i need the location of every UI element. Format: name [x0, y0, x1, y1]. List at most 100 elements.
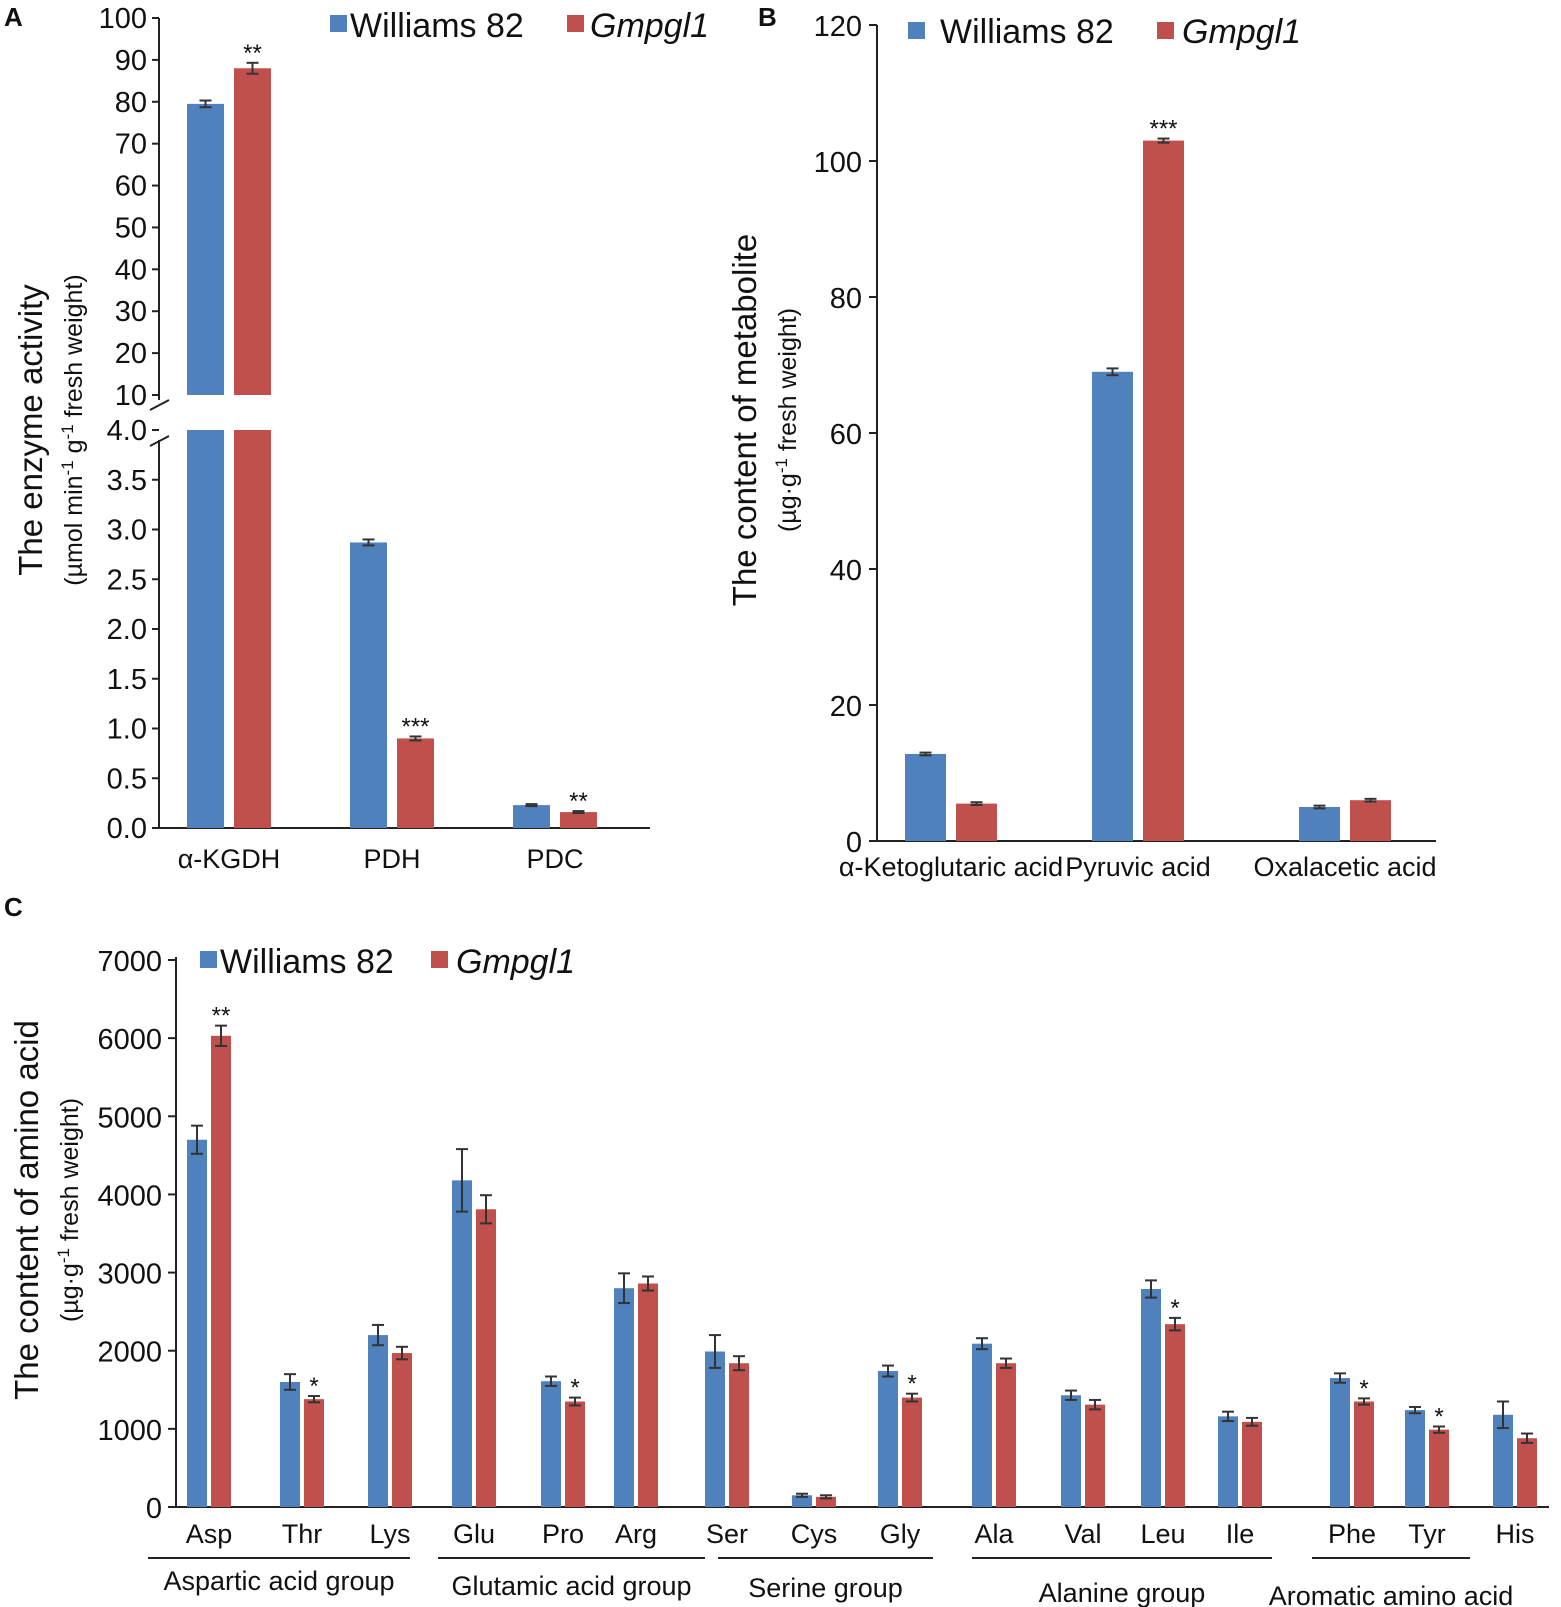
cat-c-val: Val — [1064, 1519, 1101, 1549]
bar-a-kgdh-williams-82-lower — [187, 430, 224, 828]
panel-a-unit-part-2: g — [60, 439, 88, 460]
error-c-phe-gmpgl1 — [1358, 1397, 1370, 1406]
panel-c-tick-label: 3000 — [97, 1259, 162, 1291]
bar-c-ala-gmpgl1 — [996, 1363, 1016, 1507]
error-c-lys-williams-82 — [372, 1323, 384, 1347]
panel-c-unit-part-1: (µg·g — [56, 1263, 84, 1322]
sig-c-leu: * — [1170, 1295, 1179, 1322]
bar-a-pdh-gmpgl1 — [397, 738, 434, 828]
cat-c-ser: Ser — [706, 1519, 748, 1549]
cat-b-pyruvic-acid: Pyruvic acid — [1065, 852, 1211, 882]
error-c-gly-gmpgl1 — [906, 1392, 918, 1403]
panel-b-tick-label: 80 — [830, 283, 862, 315]
error-c-ile-gmpgl1 — [1246, 1416, 1258, 1427]
panel-a-tick-label: 4.0 — [107, 415, 147, 447]
error-c-tyr-williams-82 — [1409, 1405, 1421, 1415]
cat-a-pdh: PDH — [363, 844, 420, 874]
cat-c-tyr: Tyr — [1408, 1519, 1446, 1549]
error-c-gly-williams-82 — [882, 1364, 894, 1378]
bar-c-arg-williams-82 — [614, 1288, 634, 1507]
panel-c-ticks: 0 1000 2000 3000 4000 5000 6000 7000 — [97, 946, 176, 1525]
panel-c-legend-gmpgl1: Gmpgl1 — [456, 943, 575, 981]
bar-c-arg-gmpgl1 — [638, 1283, 658, 1507]
panel-c-unit-part-2: fresh weight) — [56, 1098, 84, 1248]
panel-b-tick-label: 100 — [814, 147, 862, 179]
error-c-cys-gmpgl1 — [820, 1494, 832, 1500]
panel-a-tick-label: 1.0 — [107, 714, 147, 746]
panel-a-legend-williams: Williams 82 — [350, 7, 524, 45]
panel-c-tick-label: 0 — [146, 1493, 162, 1525]
bar-c-ala-williams-82 — [972, 1343, 992, 1507]
panel-c-y-axis-title: The content of amino acid — [8, 1020, 45, 1400]
cat-b-ketoglutaric-acid: α-Ketoglutaric acid — [839, 852, 1063, 882]
bar-c-phe-williams-82 — [1330, 1378, 1350, 1507]
error-c-leu-gmpgl1 — [1169, 1316, 1181, 1332]
bar-a-kgdh-williams-82-upper — [187, 103, 224, 395]
sig-c-asp: ** — [212, 1003, 231, 1030]
error-c-asp-gmpgl1 — [215, 1024, 227, 1047]
bar-a-kgdh-gmpgl1-lower — [234, 430, 271, 828]
panel-a-unit-part-1: (µmol min — [60, 475, 88, 585]
bar-c-ile-gmpgl1 — [1242, 1421, 1262, 1507]
panel-a-bars: ******* — [187, 40, 597, 828]
bar-c-tyr-gmpgl1 — [1429, 1429, 1449, 1507]
panel-b-tick-label: 0 — [846, 827, 862, 859]
panel-a-tick-label: 1.5 — [107, 664, 147, 696]
bar-b-ketoglutaric-acid-williams-82 — [905, 753, 946, 841]
sig-c-gly: * — [907, 1371, 916, 1398]
bar-c-asp-williams-82 — [187, 1139, 207, 1507]
panel-c-bars: *** * **** — [187, 1003, 1537, 1507]
panel-a-legend-swatch-williams — [330, 15, 347, 32]
error-c-his-williams-82 — [1497, 1400, 1509, 1430]
panel-a-y-axis-title: The enzyme activity — [12, 284, 49, 576]
panel-a-legend: Williams 82 Gmpgl1 — [330, 7, 709, 45]
error-c-val-gmpgl1 — [1089, 1398, 1101, 1411]
bar-c-lys-gmpgl1 — [392, 1353, 412, 1507]
bar-a-pdc-gmpgl1 — [560, 812, 597, 828]
error-a-pdh-gmpgl1 — [409, 735, 422, 742]
panel-b-legend: Williams 82 Gmpgl1 — [908, 13, 1301, 51]
error-c-cys-williams-82 — [796, 1492, 808, 1498]
bar-c-thr-gmpgl1 — [304, 1399, 324, 1507]
sig-a-pdc: ** — [569, 788, 588, 815]
error-b-ketoglutaric-acid-gmpgl1 — [970, 801, 983, 806]
panel-a-tick-label: 50 — [115, 212, 147, 244]
bar-b-oxalacetic-acid-gmpgl1 — [1350, 800, 1391, 841]
sig-c-pro: * — [570, 1375, 579, 1402]
cat-c-cys: Cys — [791, 1519, 838, 1549]
cat-c-leu: Leu — [1140, 1519, 1185, 1549]
bar-c-pro-gmpgl1 — [565, 1401, 585, 1507]
panel-c-tick-label: 2000 — [97, 1337, 162, 1369]
cat-a-pdc: PDC — [526, 844, 583, 874]
panel-a-legend-swatch-gmpgl1 — [567, 15, 584, 32]
sig-c-phe: * — [1359, 1375, 1368, 1402]
error-c-ser-gmpgl1 — [733, 1355, 745, 1372]
panel-a-tick-label: 30 — [115, 296, 147, 328]
error-c-ser-williams-82 — [709, 1334, 721, 1369]
sig-a-kgdh: ** — [243, 40, 262, 67]
bar-b-pyruvic-acid-gmpgl1 — [1143, 140, 1184, 842]
panel-b-bars: *** — [905, 116, 1391, 842]
panel-c-group-labels: Aspartic acid group Glutamic acid group Se… — [148, 1557, 1513, 1607]
cat-c-ala: Ala — [974, 1519, 1014, 1549]
panel-a-tick-label: 2.0 — [107, 614, 147, 646]
panel-c-tick-label: 1000 — [97, 1415, 162, 1447]
error-a-pdh-williams-82 — [362, 538, 375, 547]
bar-c-thr-williams-82 — [280, 1381, 300, 1507]
error-a-kgdh-gmpgl1 — [246, 61, 259, 75]
panel-c-tick-label: 5000 — [97, 1102, 162, 1134]
panel-a-category-labels: α-KGDH PDH PDC — [178, 844, 584, 874]
panel-b-category-labels: α-Ketoglutaric acid Pyruvic acid Oxalaceti… — [839, 852, 1437, 882]
panel-b-tick-label: 20 — [830, 691, 862, 723]
bar-c-glu-williams-82 — [452, 1180, 472, 1507]
group-label-serine-group: Serine group — [748, 1573, 903, 1603]
bar-c-ser-gmpgl1 — [729, 1363, 749, 1507]
bar-a-pdc-williams-82 — [513, 805, 550, 828]
panel-a-tick-label: 40 — [115, 254, 147, 286]
cat-c-lys: Lys — [369, 1519, 410, 1549]
panel-a-tick-label: 10 — [115, 380, 147, 412]
error-c-his-gmpgl1 — [1521, 1432, 1533, 1444]
error-c-leu-williams-82 — [1145, 1279, 1157, 1299]
panel-a-unit-exp-1: -1 — [58, 460, 77, 475]
